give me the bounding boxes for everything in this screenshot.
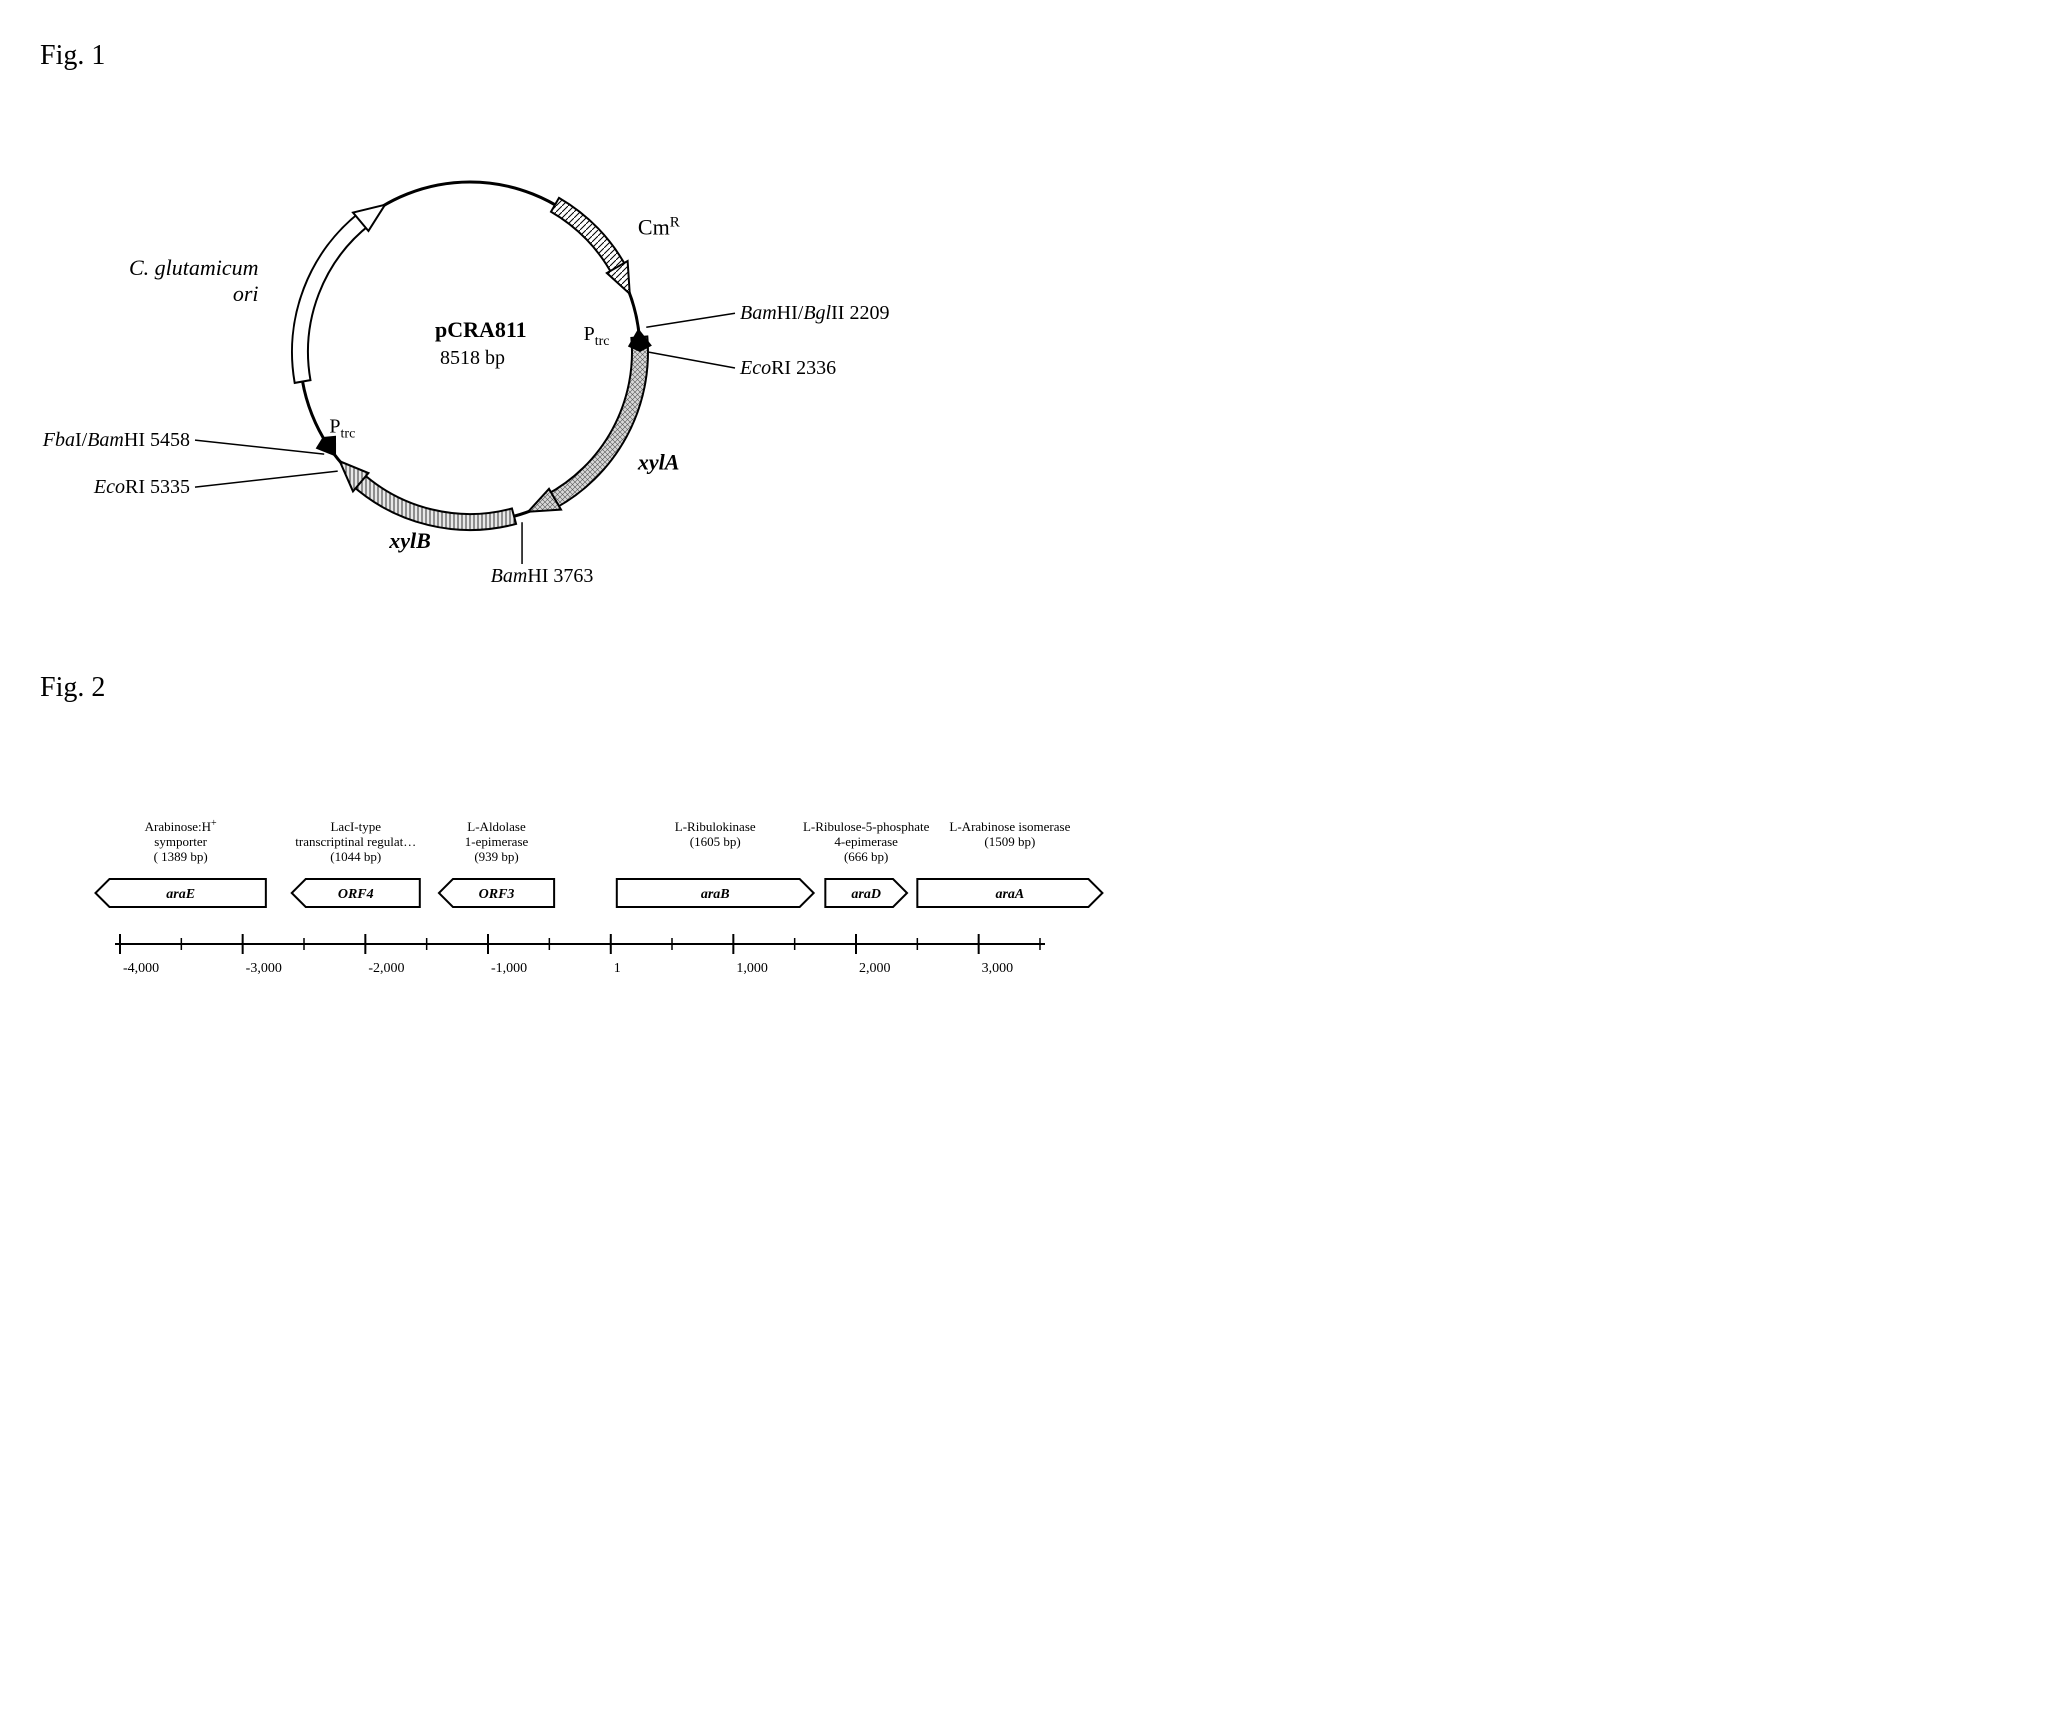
tick-label: -1,000 — [491, 961, 527, 976]
gene-name-araA: araA — [995, 887, 1024, 902]
gene-desc1-araE: Arabinose:H+ — [145, 818, 217, 834]
gene-desc1-ORF4: LacI-type — [330, 819, 381, 834]
fig2-label: Fig. 2 — [40, 672, 2022, 704]
gene-desc2-araD: 4-epimerase — [834, 834, 898, 849]
tick-label: -3,000 — [246, 961, 282, 976]
fig1-label: Fig. 1 — [40, 40, 2022, 72]
gene-desc3-ORF4: (1044 bp) — [330, 849, 381, 864]
site-line-3 — [195, 471, 338, 487]
gene-name-araB: araB — [701, 887, 730, 902]
label-xylA: xylA — [637, 450, 680, 475]
site-label-1: EcoRI 2336 — [739, 357, 836, 379]
gene-desc2-araE: symporter — [154, 834, 207, 849]
segment-cmR — [551, 198, 627, 276]
gene-desc1-araB: L-Ribulokinase — [675, 819, 756, 834]
plasmid-size: 8518 bp — [440, 347, 505, 370]
gene-name-ORF4: ORF4 — [338, 887, 374, 902]
gene-name-araD: araD — [851, 887, 881, 902]
gene-desc3-araE: ( 1389 bp) — [154, 849, 208, 864]
gene-map: -4,000 -3,000 -2,000 -1,000 1 1,000 2,000 3,000… — [40, 724, 1060, 1024]
tick-label: -2,000 — [368, 961, 404, 976]
label-ori-1: C. glutamicum — [129, 255, 259, 280]
label-xylB: xylB — [388, 528, 431, 553]
plasmid-name: pCRA811 — [435, 317, 527, 343]
site-label-0: BamHI/BglII 2209 — [740, 302, 889, 324]
site-label-4: FbaI/BamHI 5458 — [42, 429, 190, 451]
gene-desc2-ORF4: transcriptinal regulat… — [295, 834, 416, 849]
gene-desc1-ORF3: L-Aldolase — [467, 819, 526, 834]
segment-ori — [292, 212, 370, 383]
gene-desc3-araA: (1509 bp) — [984, 834, 1035, 849]
gene-desc3-ORF3: (939 bp) — [474, 849, 518, 864]
site-label-3: EcoRI 5335 — [93, 476, 190, 498]
site-label-2: BamHI 3763 — [491, 565, 594, 587]
gene-desc1-araA: L-Arabinose isomerase — [949, 819, 1070, 834]
tick-label: 2,000 — [859, 961, 891, 976]
gene-desc1-araD: L-Ribulose-5-phosphate — [803, 819, 930, 834]
gene-name-araE: araE — [166, 887, 195, 902]
segment-xylA — [546, 336, 648, 509]
gene-desc3-araD: (666 bp) — [844, 849, 888, 864]
label-ori-2: ori — [233, 281, 259, 306]
gene-desc2-ORF3: 1-epimerase — [465, 834, 529, 849]
fig2-container: -4,000 -3,000 -2,000 -1,000 1 1,000 2,000 3,000… — [40, 724, 1040, 1024]
segment-xylB — [351, 472, 516, 530]
tick-label: -4,000 — [123, 961, 159, 976]
promoter-label-0: Ptrc — [584, 323, 610, 349]
tick-label: 3,000 — [982, 961, 1014, 976]
site-line-4 — [195, 440, 324, 454]
gene-name-ORF3: ORF3 — [479, 887, 515, 902]
site-line-0 — [646, 313, 735, 327]
fig1-container: CmRxylAxylBC. glutamicumoriPtrcPtrcBamHI… — [40, 92, 940, 612]
tick-label: 1,000 — [736, 961, 768, 976]
site-line-1 — [648, 352, 735, 368]
label-cmR: CmR — [638, 214, 680, 239]
gene-desc3-araB: (1605 bp) — [690, 834, 741, 849]
tick-label: 1 — [614, 961, 621, 976]
